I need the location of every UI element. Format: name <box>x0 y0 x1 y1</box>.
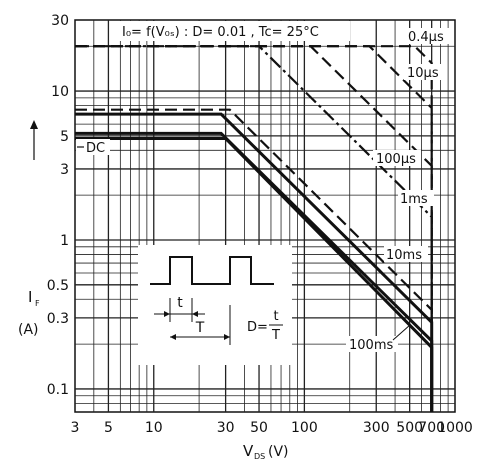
y-axis-symbol: I <box>28 288 32 306</box>
x-axis-subscript: DS <box>254 452 265 461</box>
label-100ms: 100ms <box>349 338 393 353</box>
y-tick-label: 5 <box>60 129 69 145</box>
label-dc: DC <box>86 141 105 156</box>
inset-T-label: T <box>195 320 205 336</box>
x-axis-unit: (V) <box>268 444 289 460</box>
inset-formula-prefix: D= <box>247 320 268 335</box>
inset-formula-den: T <box>271 328 280 343</box>
y-tick-label: 0.1 <box>47 382 69 398</box>
chart-title: I₀= f(V₀ₛ) : D= 0.01 , Tc= 25°C <box>122 25 319 40</box>
y-tick-label: 30 <box>51 13 69 29</box>
y-tick-label: 10 <box>51 84 69 100</box>
y-tick-label: 3 <box>60 162 69 178</box>
y-axis-unit: (A) <box>18 322 39 338</box>
x-tick-label: 30 <box>217 420 235 436</box>
x-tick-label: 10 <box>145 420 163 436</box>
y-axis-label: I F (A) <box>18 120 40 338</box>
x-tick-label: 5 <box>104 420 113 436</box>
inset-t-label: t <box>177 295 183 311</box>
label-10ms: 10ms <box>386 248 422 263</box>
x-tick-label: 1000 <box>437 420 473 436</box>
y-tick-label: 1 <box>60 233 69 249</box>
label-10us: 10μs <box>407 66 439 81</box>
y-axis-subscript: F <box>35 299 40 308</box>
label-1ms: 1ms <box>400 192 428 207</box>
inset-formula-num: t <box>273 309 278 324</box>
x-tick-label: 100 <box>291 420 318 436</box>
x-tick-labels: 351030501003005007001000 <box>71 420 473 436</box>
label-100ms-leader <box>393 325 410 340</box>
pulse-inset: t T D= t T <box>138 245 292 365</box>
y-axis-arrowhead <box>30 120 38 129</box>
y-tick-labels: 0.1 0.3 0.5 1 3 5 10 30 <box>47 13 69 398</box>
y-tick-label: 0.3 <box>47 311 69 327</box>
y-tick-label: 0.5 <box>47 278 69 294</box>
x-tick-label: 50 <box>250 420 268 436</box>
x-tick-label: 300 <box>363 420 390 436</box>
x-tick-label: 3 <box>71 420 80 436</box>
label-0-4us: 0.4μs <box>408 30 444 45</box>
label-100us: 100μs <box>376 152 416 167</box>
x-axis-symbol: V <box>243 442 254 460</box>
x-axis-label: V DS (V) <box>243 442 289 461</box>
